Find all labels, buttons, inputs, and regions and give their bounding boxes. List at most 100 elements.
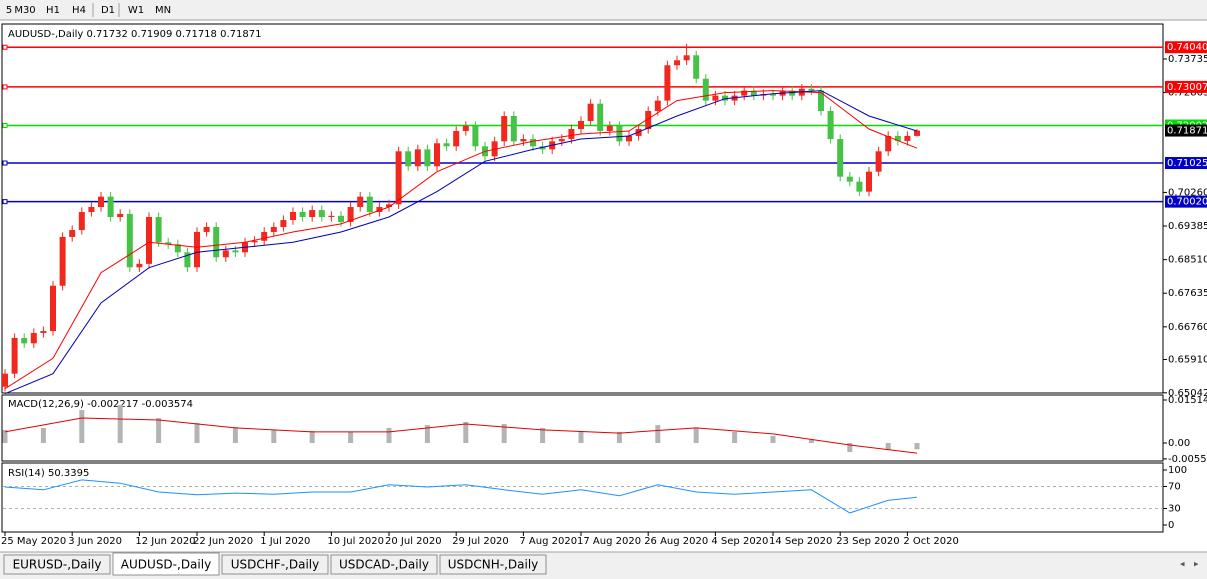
- timeframe-button[interactable]: MN: [155, 5, 171, 16]
- last-price-label: 0.71871: [1167, 126, 1207, 137]
- candle-body: [126, 213, 133, 268]
- candle-body: [597, 103, 604, 131]
- level-price-label: 0.73007: [1167, 82, 1207, 93]
- candle-body: [530, 139, 536, 147]
- symbol-tab[interactable]: AUDUSD-,Daily: [112, 552, 220, 576]
- macd-bar: [271, 429, 277, 443]
- candle-body: [424, 149, 431, 167]
- candle-body: [98, 196, 104, 208]
- macd-bar: [156, 418, 162, 443]
- tab-background: [3, 554, 111, 575]
- y-tick-label: 0.65042: [1168, 388, 1207, 399]
- scroll-right[interactable]: ▸: [1194, 560, 1199, 570]
- macd-bar: [540, 427, 546, 443]
- candle-body: [88, 207, 95, 212]
- chart-area: [0, 21, 1207, 552]
- level-handle: [2, 84, 8, 90]
- toolbar: [0, 0, 1207, 20]
- candle-body: [222, 250, 229, 258]
- macd-bar: [194, 423, 200, 443]
- timeframe-button[interactable]: H4: [72, 5, 86, 16]
- symbol-tab[interactable]: USDCAD-,Daily: [330, 554, 438, 575]
- macd-bar: [770, 435, 776, 443]
- candle-body: [107, 196, 114, 217]
- tab-background: [221, 554, 329, 575]
- candle-body: [2, 373, 8, 387]
- candle-body: [645, 110, 652, 130]
- candle-body: [338, 215, 344, 222]
- candle-body: [146, 216, 152, 264]
- candle-body: [818, 90, 824, 111]
- x-tick-label: 1 Jul 2020: [260, 536, 310, 547]
- x-tick-label: 4 Sep 2020: [711, 536, 768, 547]
- candle-body: [894, 135, 901, 141]
- y-tick-label: 0.70260: [1168, 187, 1207, 198]
- candle-body: [414, 149, 421, 167]
- candle-body: [827, 110, 834, 140]
- candle-body: [155, 216, 162, 243]
- candle-body: [462, 125, 469, 131]
- candle-body: [885, 135, 892, 152]
- macd-bar: [386, 427, 392, 443]
- candle-body: [654, 100, 661, 111]
- y-tick-label: 0.65910: [1168, 354, 1207, 365]
- symbol-tab[interactable]: EURUSD-,Daily: [3, 554, 111, 575]
- scroll-left[interactable]: ◂: [1180, 560, 1185, 570]
- x-tick-label: 2 Oct 2020: [903, 536, 958, 547]
- level-handle: [2, 199, 8, 205]
- y-tick-label: 100: [1168, 465, 1187, 476]
- candle-body: [395, 151, 402, 205]
- timeframe-label: H1: [46, 5, 60, 16]
- y-tick-label: 0.68510: [1168, 255, 1207, 266]
- y-tick-label: -0.005595: [1168, 454, 1207, 465]
- level-price-box: [1165, 157, 1207, 170]
- candle-body: [357, 196, 364, 208]
- candle-body: [472, 125, 479, 147]
- timeframe-label: 5: [6, 5, 12, 16]
- chart-legend: AUDUSD-,Daily 0.71732 0.71909 0.71718 0.…: [8, 29, 261, 40]
- candle-body: [837, 139, 844, 177]
- x-tick-label: 3 Jun 2020: [68, 536, 122, 547]
- candle-body: [299, 211, 306, 217]
- candle-body: [443, 143, 450, 147]
- macd-bar: [424, 425, 430, 443]
- macd-bar: [655, 425, 661, 443]
- y-tick-label: 30: [1168, 504, 1181, 515]
- candle-body: [434, 143, 440, 167]
- x-tick-label: 25 May 2020: [1, 536, 66, 547]
- timeframe-button[interactable]: D1: [101, 5, 115, 16]
- candle-body: [702, 78, 709, 101]
- macd-pane-frame: [1, 394, 1164, 462]
- candle-body: [184, 252, 191, 268]
- timeframe-label: MN: [155, 5, 171, 16]
- timeframe-button[interactable]: M30: [14, 5, 35, 16]
- tab-label: USDCAD-,Daily: [339, 558, 429, 572]
- macd-bar: [309, 431, 315, 443]
- y-tick-label: 0.73735: [1168, 54, 1207, 65]
- candle-body: [626, 135, 632, 142]
- x-tick-label: 10 Jul 2020: [327, 536, 384, 547]
- x-tick-label: 14 Sep 2020: [769, 536, 832, 547]
- timeframe-button[interactable]: H1: [46, 5, 60, 16]
- candle-body: [59, 236, 66, 286]
- candle-body: [510, 115, 517, 142]
- macd-bar: [578, 431, 584, 443]
- level-price-box: [1165, 80, 1207, 93]
- x-tick-label: 29 Jul 2020: [452, 536, 509, 547]
- candle-body: [405, 151, 412, 167]
- symbol-tab[interactable]: USDCHF-,Daily: [221, 554, 329, 575]
- level-price-label: 0.71025: [1167, 158, 1207, 169]
- symbol-tab[interactable]: USDCNH-,Daily: [439, 554, 547, 575]
- candle-body: [674, 60, 680, 66]
- x-tick-label: 26 Aug 2020: [644, 536, 708, 547]
- macd-bar: [693, 427, 699, 443]
- y-tick-label: 70: [1168, 481, 1181, 492]
- timeframe-button[interactable]: W1: [128, 5, 144, 16]
- candle-body: [213, 226, 220, 258]
- candle-body: [558, 139, 565, 142]
- candle-body: [501, 115, 508, 142]
- candle-body: [866, 171, 872, 192]
- rsi-legend: RSI(14) 50.3395: [8, 468, 89, 479]
- timeframe-button[interactable]: 5: [6, 5, 12, 16]
